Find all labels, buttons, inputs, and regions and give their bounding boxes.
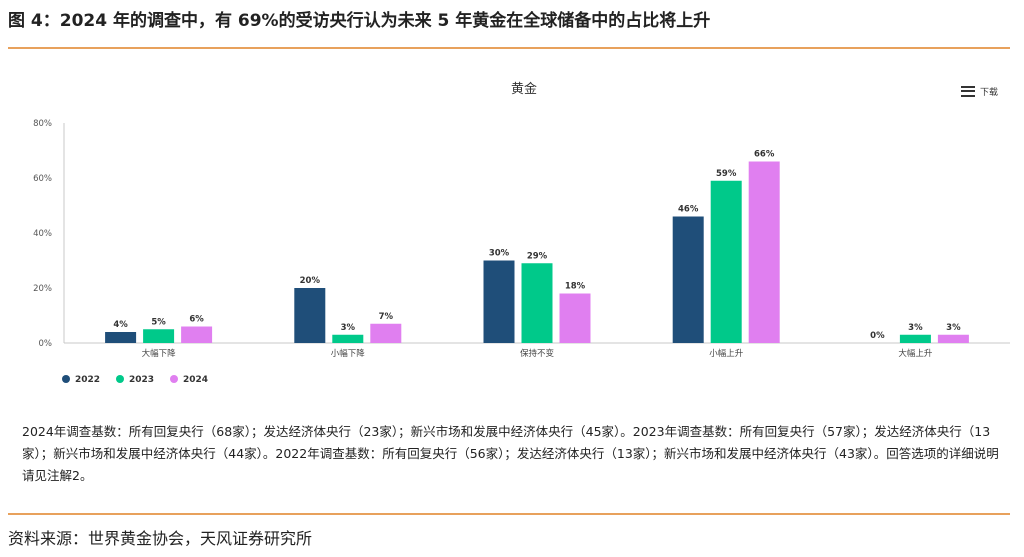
bar-2024: [370, 323, 402, 343]
bottom-divider: [8, 513, 1010, 515]
y-tick-label: 80%: [33, 119, 52, 129]
data-label: 59%: [716, 169, 737, 179]
data-label: 29%: [527, 251, 548, 261]
bar-2024: [748, 161, 780, 343]
data-label: 7%: [379, 312, 394, 322]
bar-2022: [294, 288, 326, 343]
legend-label: 2023: [129, 375, 154, 385]
data-label: 4%: [113, 320, 128, 330]
data-label: 30%: [489, 249, 510, 259]
bar-chart: 黄金 0% 20% 40% 60% 80% 4% 5% 6% 大幅下降 20% 3% 7% 小幅下降 30%…: [33, 81, 1010, 385]
survey-note: 2024年调查基数：所有回复央行（68家）；发达经济体央行（23家）；新兴市场和…: [22, 424, 999, 483]
chart-title: 黄金: [511, 81, 537, 97]
bar-2022: [672, 216, 704, 343]
chart-container: 黄金 0% 20% 40% 60% 80% 4% 5% 6% 大幅下降 20% 3% 7% 小幅下降 30%…: [8, 55, 1010, 400]
legend-label: 2022: [75, 375, 100, 385]
legend-marker-2022: [62, 375, 70, 383]
data-label: 6%: [189, 315, 204, 325]
bar-2023: [521, 263, 553, 343]
source-line: 资料来源：世界黄金协会，天风证券研究所: [8, 529, 313, 548]
bar-2023: [332, 334, 364, 343]
download-menu-button[interactable]: 下载: [961, 83, 998, 99]
data-label: 3%: [946, 323, 961, 333]
data-label: 66%: [754, 150, 775, 160]
category-label: 大幅下降: [142, 348, 177, 359]
data-label: 3%: [908, 323, 923, 333]
data-label: 18%: [565, 282, 586, 292]
download-label: 下载: [980, 87, 999, 98]
y-tick-label: 0%: [39, 339, 53, 349]
y-tick-label: 20%: [33, 284, 52, 294]
figure-title: 图 4：2024 年的调查中，有 69%的受访央行认为未来 5 年黄金在全球储备…: [8, 11, 711, 31]
bar-2022: [483, 260, 515, 343]
menu-icon: [961, 85, 975, 97]
top-divider: [8, 47, 1010, 49]
category-label: 保持不变: [520, 348, 555, 359]
data-label: 0%: [870, 331, 885, 341]
bar-2024: [559, 293, 591, 343]
data-label: 3%: [341, 323, 356, 333]
bar-2024: [937, 334, 969, 343]
legend-marker-2023: [116, 375, 124, 383]
legend-marker-2024: [170, 375, 178, 383]
data-label: 46%: [678, 205, 699, 215]
data-label: 20%: [300, 276, 321, 286]
bar-2023: [899, 334, 931, 343]
y-tick-label: 40%: [33, 229, 52, 239]
category-label: 小幅下降: [331, 348, 366, 359]
category-label: 小幅上升: [709, 348, 744, 359]
data-label: 5%: [151, 317, 166, 327]
bar-2022: [105, 332, 137, 343]
bar-2023: [143, 329, 175, 343]
category-label: 大幅上升: [898, 348, 933, 359]
y-tick-label: 60%: [33, 174, 52, 184]
legend-label: 2024: [183, 375, 208, 385]
bar-2024: [181, 326, 213, 343]
bar-2023: [710, 180, 742, 343]
